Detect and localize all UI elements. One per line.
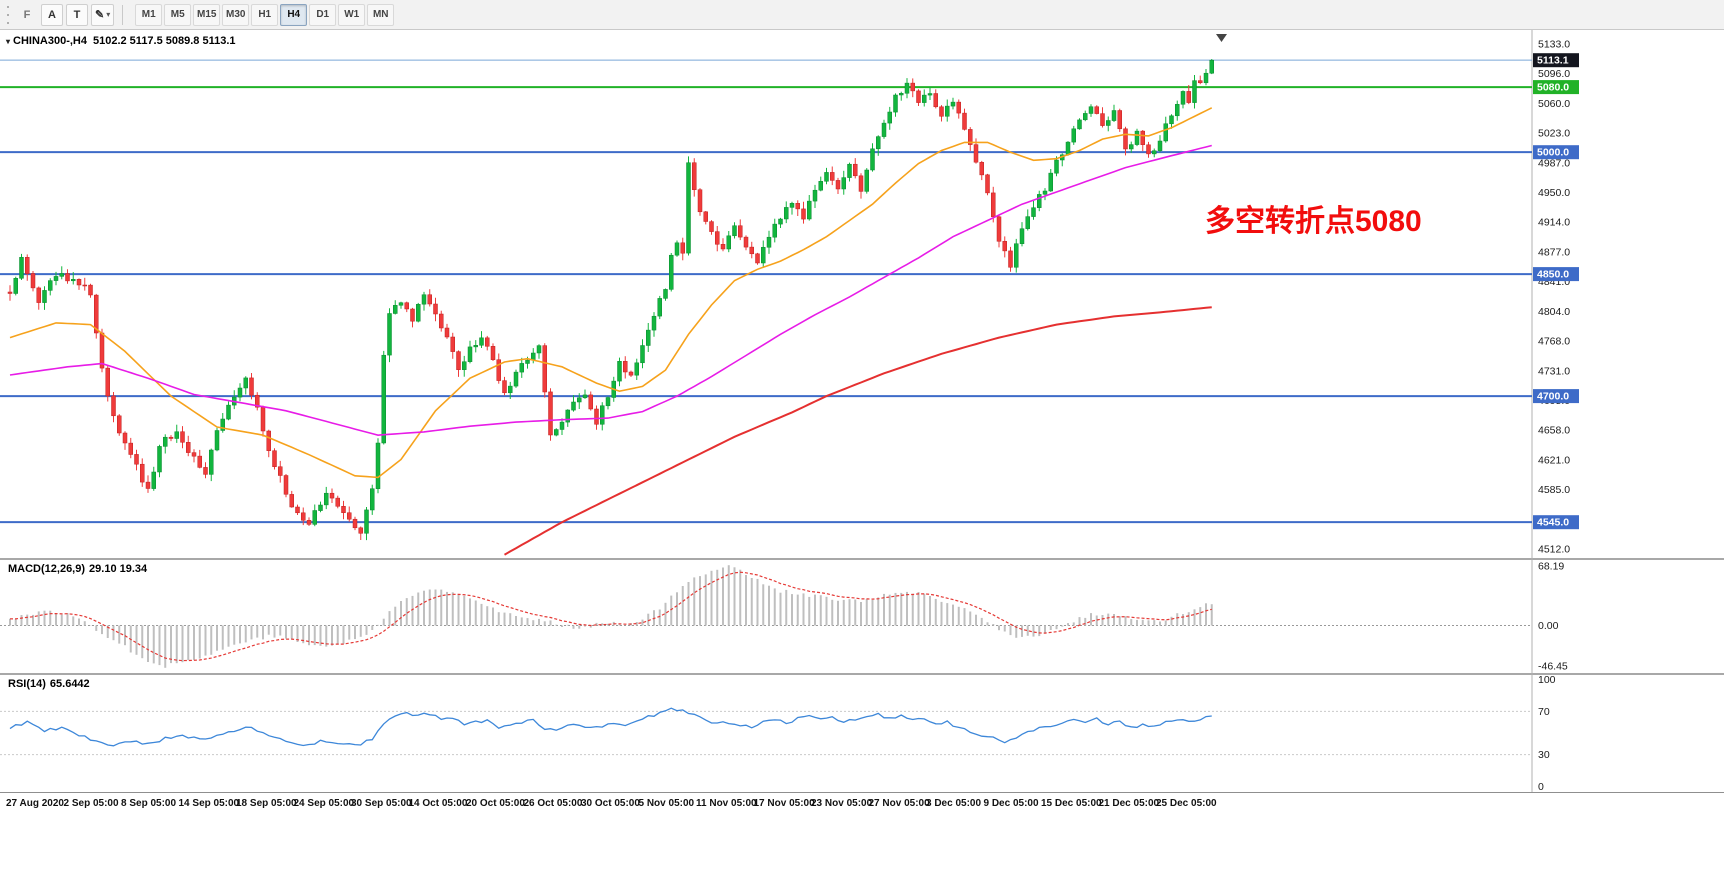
- svg-text:5060.0: 5060.0: [1538, 98, 1570, 110]
- svg-text:5000.0: 5000.0: [1537, 147, 1569, 159]
- svg-text:4950.0: 4950.0: [1538, 187, 1570, 199]
- svg-text:5096.0: 5096.0: [1538, 68, 1570, 80]
- date-label: 9 Dec 05:00: [983, 798, 1039, 809]
- chevron-down-icon: ▾: [106, 10, 111, 19]
- svg-text:4877.0: 4877.0: [1538, 246, 1570, 258]
- ma-slow-red: [504, 306, 1212, 556]
- timeframe-w1[interactable]: W1: [338, 3, 366, 26]
- svg-text:5133.0: 5133.0: [1538, 39, 1570, 51]
- date-label: 5 Nov 05:00: [638, 798, 695, 809]
- date-label: 2 Sep 05:00: [63, 798, 119, 809]
- macd-panel[interactable]: 68.19 0.00 -46.45 MACD(12,26,9) 29.10 19.34: [0, 558, 1724, 673]
- date-label: 30 Sep 05:00: [351, 798, 412, 809]
- ma-fast-orange: [9, 107, 1213, 479]
- svg-text:-46.45: -46.45: [1538, 661, 1568, 673]
- chart-title: ▾ CHINA300-,H4 5102.2 5117.5 5089.8 5113.1: [6, 35, 236, 47]
- date-label: 8 Sep 05:00: [121, 798, 177, 809]
- timeframe-h1[interactable]: H1: [251, 3, 279, 26]
- date-label: 17 Nov 05:00: [753, 798, 815, 809]
- candlestick-chart[interactable]: 5133.0 5096.0 5060.0 5023.0 4987.0 4950.0 4914…: [0, 30, 1724, 558]
- macd-indicator-chart[interactable]: 68.19 0.00 -46.45: [0, 558, 1724, 673]
- time-axis[interactable]: 27 Aug 2020 2 Sep 05:00 8 Sep 05:00 14 Sep …: [0, 792, 1724, 816]
- date-label: 27 Nov 05:00: [868, 798, 930, 809]
- rsi-label: RSI(14) 65.6442: [8, 678, 90, 690]
- draw-tools-button[interactable]: ✎ ▾: [91, 3, 115, 26]
- svg-text:4768.0: 4768.0: [1538, 336, 1570, 348]
- rsi-name: RSI(14): [8, 678, 46, 690]
- date-label: 21 Dec 05:00: [1098, 798, 1160, 809]
- timeframe-m5[interactable]: M5: [164, 3, 192, 26]
- pencil-icon: ✎: [95, 9, 105, 21]
- timeframe-group: M1 M5 M15 M30 H1 H4 D1 W1 MN: [135, 3, 395, 26]
- toolbar-grip[interactable]: [5, 5, 11, 24]
- date-label: 26 Oct 05:00: [523, 798, 583, 809]
- svg-text:68.19: 68.19: [1538, 561, 1564, 573]
- triangle-icon: ▾: [6, 37, 11, 46]
- rsi-indicator-chart[interactable]: 100 70 30 0: [0, 673, 1724, 792]
- svg-text:5113.1: 5113.1: [1537, 55, 1569, 67]
- svg-text:4914.0: 4914.0: [1538, 217, 1570, 229]
- chart-shift-marker: [1216, 34, 1227, 42]
- main-chart-panel[interactable]: 5133.0 5096.0 5060.0 5023.0 4987.0 4950.0 4914…: [0, 30, 1724, 558]
- svg-text:4658.0: 4658.0: [1538, 425, 1570, 437]
- date-label: 27 Aug 2020: [6, 798, 64, 809]
- svg-text:4987.0: 4987.0: [1538, 157, 1570, 169]
- macd-name: MACD(12,26,9): [8, 563, 86, 575]
- svg-text:30: 30: [1538, 749, 1550, 761]
- svg-text:4545.0: 4545.0: [1537, 517, 1569, 529]
- toolbar-button-f[interactable]: F: [23, 8, 31, 21]
- date-label: 3 Dec 05:00: [926, 798, 982, 809]
- svg-text:4512.0: 4512.0: [1538, 544, 1570, 556]
- ohlc-values: 5102.2 5117.5 5089.8 5113.1: [92, 35, 236, 47]
- rsi-panel[interactable]: 100 70 30 0 RSI(14) 65.6442: [0, 673, 1724, 792]
- timeframe-d1[interactable]: D1: [309, 3, 337, 26]
- date-label: 11 Nov 05:00: [696, 798, 757, 809]
- svg-text:0: 0: [1538, 781, 1544, 792]
- date-label: 23 Nov 05:00: [811, 798, 873, 809]
- date-label: 24 Sep 05:00: [293, 798, 355, 809]
- timeframe-m15[interactable]: M15: [193, 3, 221, 26]
- svg-text:100: 100: [1538, 674, 1556, 686]
- svg-text:4850.0: 4850.0: [1537, 269, 1569, 281]
- chart-annotation-text[interactable]: 多空转折点5080: [1205, 205, 1422, 238]
- svg-text:4731.0: 4731.0: [1538, 365, 1570, 377]
- text-tool-button[interactable]: T: [66, 3, 88, 26]
- timeframe-m30[interactable]: M30: [222, 3, 250, 26]
- macd-values: 29.10 19.34: [89, 563, 148, 575]
- timeframe-m1[interactable]: M1: [135, 3, 163, 26]
- svg-text:5023.0: 5023.0: [1538, 128, 1570, 140]
- date-label: 14 Sep 05:00: [178, 798, 240, 809]
- date-label: 18 Sep 05:00: [236, 798, 297, 809]
- timeframe-mn[interactable]: MN: [367, 3, 395, 26]
- symbol-period-label: CHINA300-,H4: [13, 35, 87, 47]
- date-label: 30 Oct 05:00: [581, 798, 640, 809]
- svg-text:5080.0: 5080.0: [1537, 82, 1569, 94]
- svg-text:70: 70: [1538, 706, 1550, 718]
- macd-signal-line: [9, 571, 1212, 662]
- svg-text:4585.0: 4585.0: [1538, 484, 1570, 496]
- toolbar: F A T ✎ ▾ M1 M5 M15 M30 H1 H4 D1 W1 MN: [0, 0, 1724, 30]
- svg-text:4621.0: 4621.0: [1538, 454, 1570, 466]
- macd-label: MACD(12,26,9) 29.10 19.34: [8, 563, 147, 575]
- svg-text:4804.0: 4804.0: [1538, 306, 1570, 318]
- svg-text:0.00: 0.00: [1538, 620, 1559, 632]
- toolbar-separator: [122, 4, 124, 25]
- date-label: 14 Oct 05:00: [408, 798, 468, 809]
- arrow-annotation-button[interactable]: A: [41, 3, 63, 26]
- timeframe-h4[interactable]: H4: [280, 3, 308, 26]
- svg-text:4700.0: 4700.0: [1537, 391, 1569, 403]
- rsi-value: 65.6442: [49, 678, 90, 690]
- date-label: 15 Dec 05:00: [1041, 798, 1102, 809]
- ma-mid-magenta: [9, 144, 1212, 437]
- date-label: 25 Dec 05:00: [1156, 798, 1217, 809]
- date-label: 20 Oct 05:00: [466, 798, 525, 809]
- rsi-line: [9, 707, 1212, 747]
